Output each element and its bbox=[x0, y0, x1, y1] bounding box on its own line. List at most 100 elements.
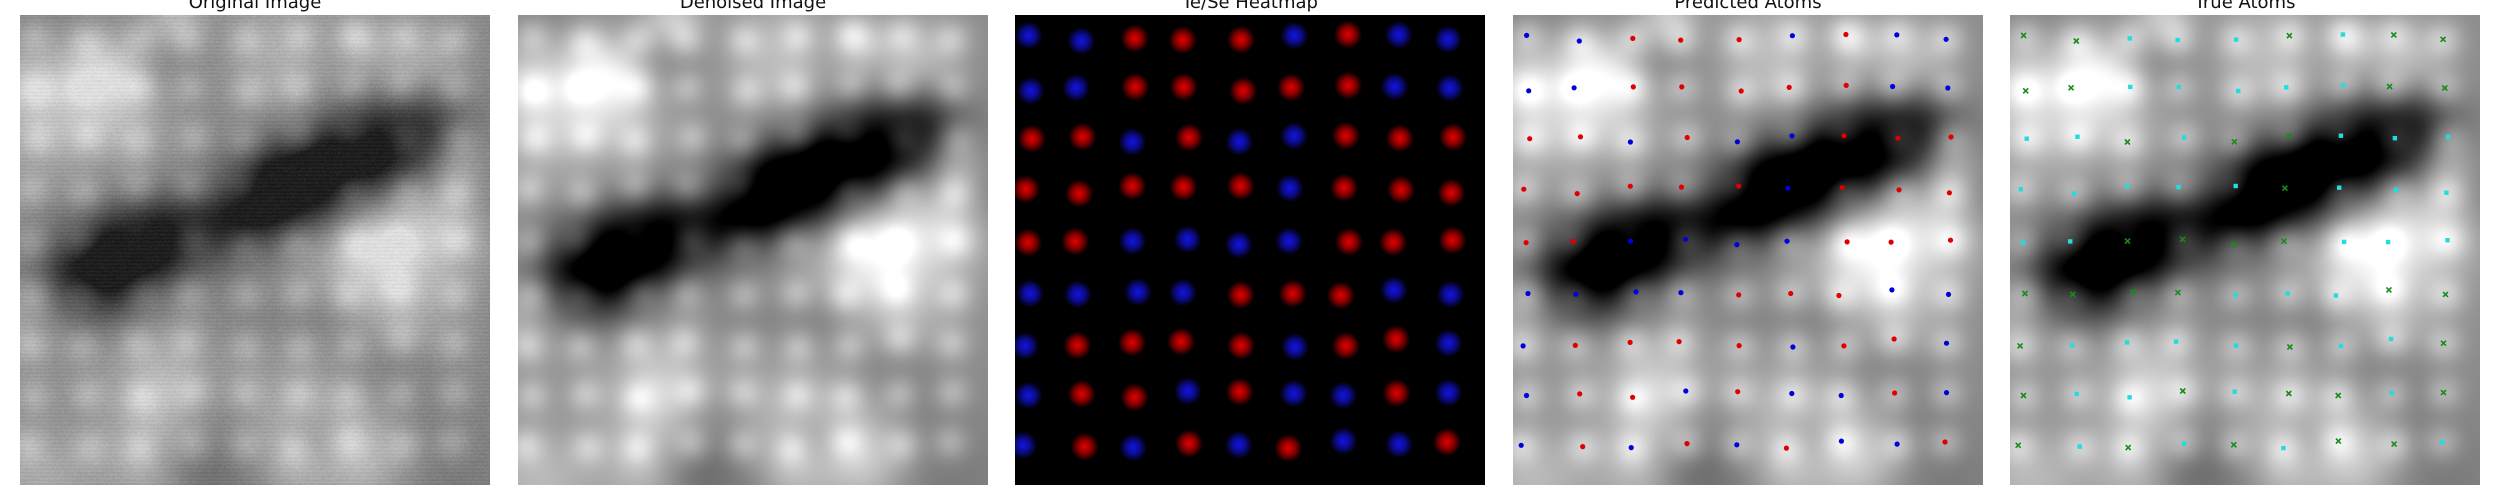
predicted-se-marker bbox=[1789, 33, 1795, 39]
true-se-marker bbox=[2020, 32, 2027, 39]
predicted-se-marker bbox=[1683, 236, 1689, 242]
predicted-te-marker bbox=[1948, 134, 1954, 140]
true-te-marker bbox=[2075, 134, 2080, 139]
predicted-te-marker bbox=[1676, 339, 1682, 345]
true-te-marker bbox=[2233, 37, 2239, 42]
predicted-te-marker bbox=[1946, 190, 1952, 196]
true-se-marker bbox=[2440, 340, 2447, 347]
true-se-marker bbox=[2129, 288, 2137, 295]
true-te-marker bbox=[2340, 32, 2346, 37]
original-image bbox=[20, 15, 490, 485]
predicted-te-marker bbox=[1580, 444, 1586, 450]
true-se-marker bbox=[2335, 438, 2342, 445]
true-te-marker bbox=[2173, 339, 2179, 344]
true-se-marker bbox=[2022, 87, 2029, 94]
denoised-image bbox=[518, 15, 988, 485]
true-se-marker bbox=[2015, 442, 2022, 449]
true-se-marker bbox=[2125, 444, 2132, 451]
predicted-te-marker bbox=[1678, 184, 1685, 190]
true-te-marker bbox=[2445, 238, 2450, 243]
true-te-marker bbox=[2444, 190, 2449, 195]
predicted-se-marker bbox=[1573, 291, 1579, 297]
true-se-marker bbox=[2069, 291, 2076, 298]
true-te-marker bbox=[2233, 292, 2238, 298]
panel-true bbox=[2010, 15, 2480, 485]
predicted-te-marker bbox=[1627, 339, 1633, 345]
true-te-marker bbox=[2284, 85, 2289, 90]
panel-title-denoised: Denoised Image bbox=[679, 0, 827, 13]
predicted-se-marker bbox=[1526, 88, 1532, 94]
predicted-te-marker bbox=[1947, 237, 1954, 243]
true-te-marker bbox=[2333, 293, 2339, 298]
true-te-marker bbox=[2068, 239, 2073, 244]
true-se-marker bbox=[2073, 37, 2080, 45]
predicted-te-marker bbox=[1577, 134, 1584, 140]
true-se-marker bbox=[2286, 343, 2293, 351]
predicted-se-marker bbox=[1627, 238, 1634, 244]
true-se-marker bbox=[2286, 32, 2293, 39]
predicted-te-marker bbox=[1630, 394, 1636, 400]
true-te-marker bbox=[2018, 187, 2023, 192]
predicted-te-marker bbox=[1788, 290, 1794, 297]
predicted-te-marker bbox=[1736, 183, 1742, 189]
true-te-marker bbox=[2392, 136, 2398, 141]
true-se-marker bbox=[2174, 289, 2181, 296]
true-se-marker bbox=[2285, 132, 2293, 139]
true-se-marker bbox=[2440, 36, 2447, 43]
predicted-se-marker bbox=[1838, 438, 1844, 444]
panel-denoised bbox=[518, 15, 988, 485]
true-te-marker bbox=[2020, 240, 2026, 245]
true-te-marker bbox=[2182, 135, 2187, 140]
true-te-marker bbox=[2341, 239, 2347, 245]
true-te-marker bbox=[2236, 88, 2241, 94]
true-se-marker bbox=[2281, 185, 2288, 192]
true-te-marker bbox=[2385, 239, 2391, 245]
true-te-marker bbox=[2181, 441, 2187, 446]
true-te-marker bbox=[2232, 389, 2237, 394]
predicted-te-marker bbox=[1736, 292, 1742, 298]
true-te-marker bbox=[2281, 445, 2286, 451]
predicted-se-marker bbox=[1628, 445, 1634, 451]
predicted-te-marker bbox=[1736, 343, 1742, 349]
predicted-se-marker bbox=[1784, 238, 1790, 244]
true-te-marker bbox=[2341, 83, 2346, 88]
true-se-marker bbox=[2231, 138, 2238, 145]
true-se-marker bbox=[2230, 441, 2237, 448]
predicted-se-marker bbox=[1518, 442, 1524, 448]
true-se-marker bbox=[2179, 236, 2186, 243]
predicted-se-marker bbox=[1633, 289, 1639, 295]
true-se-marker bbox=[2442, 291, 2449, 298]
true-te-marker bbox=[2389, 390, 2394, 396]
true-se-marker bbox=[2386, 83, 2393, 90]
predicted-se-marker bbox=[1678, 290, 1684, 296]
predicted-te-marker bbox=[1888, 239, 1894, 245]
predicted-te-marker bbox=[1527, 136, 1533, 142]
predicted-te-marker bbox=[1892, 390, 1898, 396]
predicted-se-marker bbox=[1525, 290, 1531, 297]
predicted-se-marker bbox=[1627, 139, 1633, 145]
predicted-se-marker bbox=[1576, 38, 1582, 44]
panel-original bbox=[20, 15, 490, 485]
true-te-marker bbox=[2338, 133, 2344, 138]
predicted-te-marker bbox=[1836, 292, 1842, 299]
true-te-marker bbox=[2074, 391, 2079, 397]
predicted-te-marker bbox=[1523, 240, 1529, 246]
predicted-se-marker bbox=[1734, 242, 1740, 248]
true-te-marker bbox=[2070, 343, 2075, 348]
true-te-marker bbox=[2233, 183, 2238, 189]
predicted-te-marker bbox=[1783, 445, 1789, 451]
true-te-marker bbox=[2439, 439, 2445, 445]
predicted-se-marker bbox=[1790, 344, 1796, 350]
predicted-se-marker bbox=[1789, 133, 1795, 139]
true-image bbox=[2010, 15, 2480, 485]
predicted-te-marker bbox=[1577, 391, 1583, 397]
predicted-te-marker bbox=[1574, 191, 1580, 197]
true-te-marker bbox=[2338, 343, 2344, 349]
true-te-marker bbox=[2128, 84, 2133, 90]
true-te-marker bbox=[2125, 184, 2130, 189]
predicted-se-marker bbox=[1894, 441, 1900, 447]
predicted-te-marker bbox=[1843, 82, 1849, 88]
predicted-te-marker bbox=[1841, 343, 1847, 349]
true-se-marker bbox=[2441, 84, 2448, 92]
predicted-te-marker bbox=[1736, 37, 1742, 43]
